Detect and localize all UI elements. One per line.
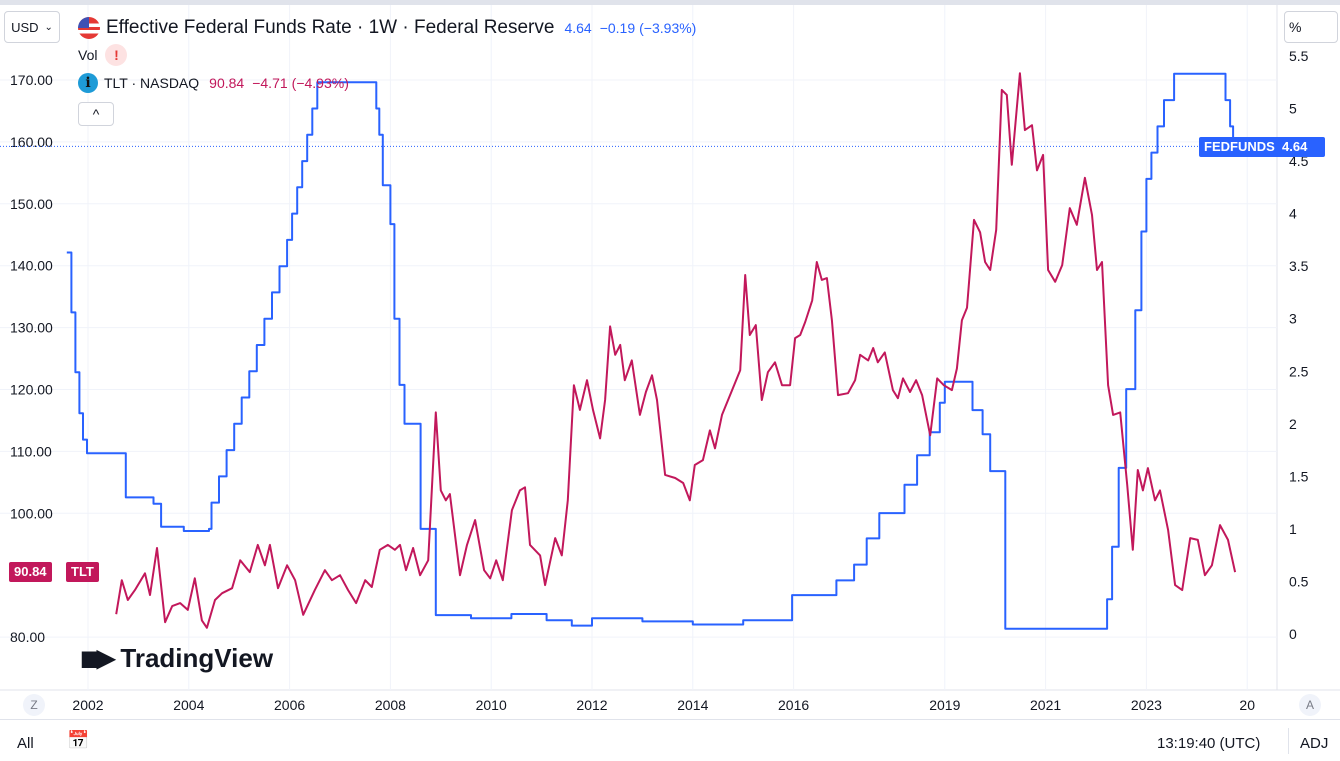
left-tick-label: 80.00 (10, 629, 45, 645)
left-tick-label: 130.00 (10, 320, 53, 336)
watermark-text: TradingView (120, 643, 274, 673)
range-all-button[interactable]: All (17, 735, 34, 752)
legend: Effective Federal Funds Rate · 1W · Fede… (78, 14, 696, 126)
right-tick-label: 5 (1289, 101, 1297, 117)
legend-vol[interactable]: Vol ! (78, 42, 696, 68)
warning-icon[interactable]: ! (105, 44, 128, 66)
left-tick-label: 140.00 (10, 258, 53, 274)
tlt-change-pct: (−4.93%) (291, 75, 349, 91)
fedfunds-change-pct: (−3.93%) (639, 20, 697, 36)
tlt-value: 90.84 (209, 75, 245, 91)
x-tick-label: 2016 (778, 697, 809, 713)
fedfunds-value: 4.64 (564, 20, 592, 36)
x-tick-label: 2019 (929, 697, 960, 713)
right-tick-label: 2.5 (1289, 363, 1309, 379)
vol-label: Vol (78, 47, 98, 63)
right-tick-label: 4.5 (1289, 153, 1309, 169)
right-tick-label: 2 (1289, 416, 1297, 432)
tlt-label: TLT · NASDAQ (104, 75, 200, 91)
divider (1288, 728, 1289, 754)
tlt-price-tag: 90.84 (9, 562, 52, 582)
legend-tlt[interactable]: i TLT · NASDAQ 90.84 −4.71 (−4.93%) (78, 68, 696, 98)
series-title: Effective Federal Funds Rate · 1W · Fede… (106, 17, 555, 38)
collapse-legend-button[interactable]: ^ (78, 102, 114, 126)
right-tick-label: 3.5 (1289, 258, 1309, 274)
adjust-button[interactable]: ADJ (1300, 735, 1329, 752)
auto-scale-button[interactable]: A (1299, 694, 1321, 716)
left-tick-label: 100.00 (10, 505, 53, 521)
tradingview-logo[interactable]: ◼▶ TradingView (80, 643, 273, 674)
x-tick-label: 2021 (1030, 697, 1061, 713)
left-tick-label: 170.00 (10, 72, 53, 88)
right-tick-label: 5.5 (1289, 48, 1309, 64)
right-tick-label: 3 (1289, 311, 1297, 327)
legend-fedfunds[interactable]: Effective Federal Funds Rate · 1W · Fede… (78, 14, 696, 42)
tradingview-logo-icon: ◼▶ (80, 645, 115, 672)
zoom-reset-button[interactable]: Z (23, 694, 45, 716)
right-tick-label: 0.5 (1289, 573, 1309, 589)
x-tick-label: 2004 (173, 697, 204, 713)
tlt-change: −4.71 (252, 75, 288, 91)
left-tick-label: 160.00 (10, 134, 53, 150)
x-tick-label: 2012 (576, 697, 607, 713)
x-tick-label: 2010 (476, 697, 507, 713)
x-tick-label: 2008 (375, 697, 406, 713)
calendar-icon[interactable]: 📅 (67, 730, 90, 750)
currency-label: USD (11, 19, 39, 35)
bottom-toolbar: All 📅 13:19:40 (UTC) ADJ (0, 719, 1340, 761)
x-tick-label: 2023 (1131, 697, 1162, 713)
series-line-fedfunds[interactable] (66, 72, 1236, 630)
right-tick-label: 1 (1289, 521, 1297, 537)
left-tick-label: 110.00 (10, 443, 52, 459)
scale-mode-button[interactable]: % (1284, 11, 1338, 43)
right-tick-label: 4 (1289, 206, 1297, 222)
top-border (0, 0, 1340, 5)
right-tick-label: 1.5 (1289, 468, 1309, 484)
left-tick-label: 120.00 (10, 382, 53, 398)
chart-canvas[interactable]: 2002 2004 2006 2008 2010 2012 2014 2016 2019 2021… (0, 5, 1340, 719)
currency-select[interactable]: USD ⌄ (4, 11, 60, 43)
series-line-tlt[interactable] (115, 72, 1237, 629)
right-tick-label: 0 (1289, 626, 1297, 642)
info-icon[interactable]: i (78, 73, 98, 93)
chevron-down-icon: ⌄ (44, 21, 53, 33)
clock-time[interactable]: 13:19:40 (UTC) (1157, 735, 1261, 752)
tlt-name-tag: TLT (66, 562, 99, 582)
x-tick-label: 2002 (72, 697, 103, 713)
fedfunds-change: −0.19 (599, 20, 636, 36)
fedfunds-name-tag: FEDFUNDS (1199, 137, 1280, 157)
left-tick-label: 150.00 (10, 196, 53, 212)
x-tick-label: 2006 (274, 697, 305, 713)
us-flag-icon (78, 17, 100, 39)
x-tick-label: 2014 (677, 697, 708, 713)
x-tick-label: 20 (1239, 697, 1255, 713)
fedfunds-price-tag: 4.64 (1277, 137, 1325, 157)
